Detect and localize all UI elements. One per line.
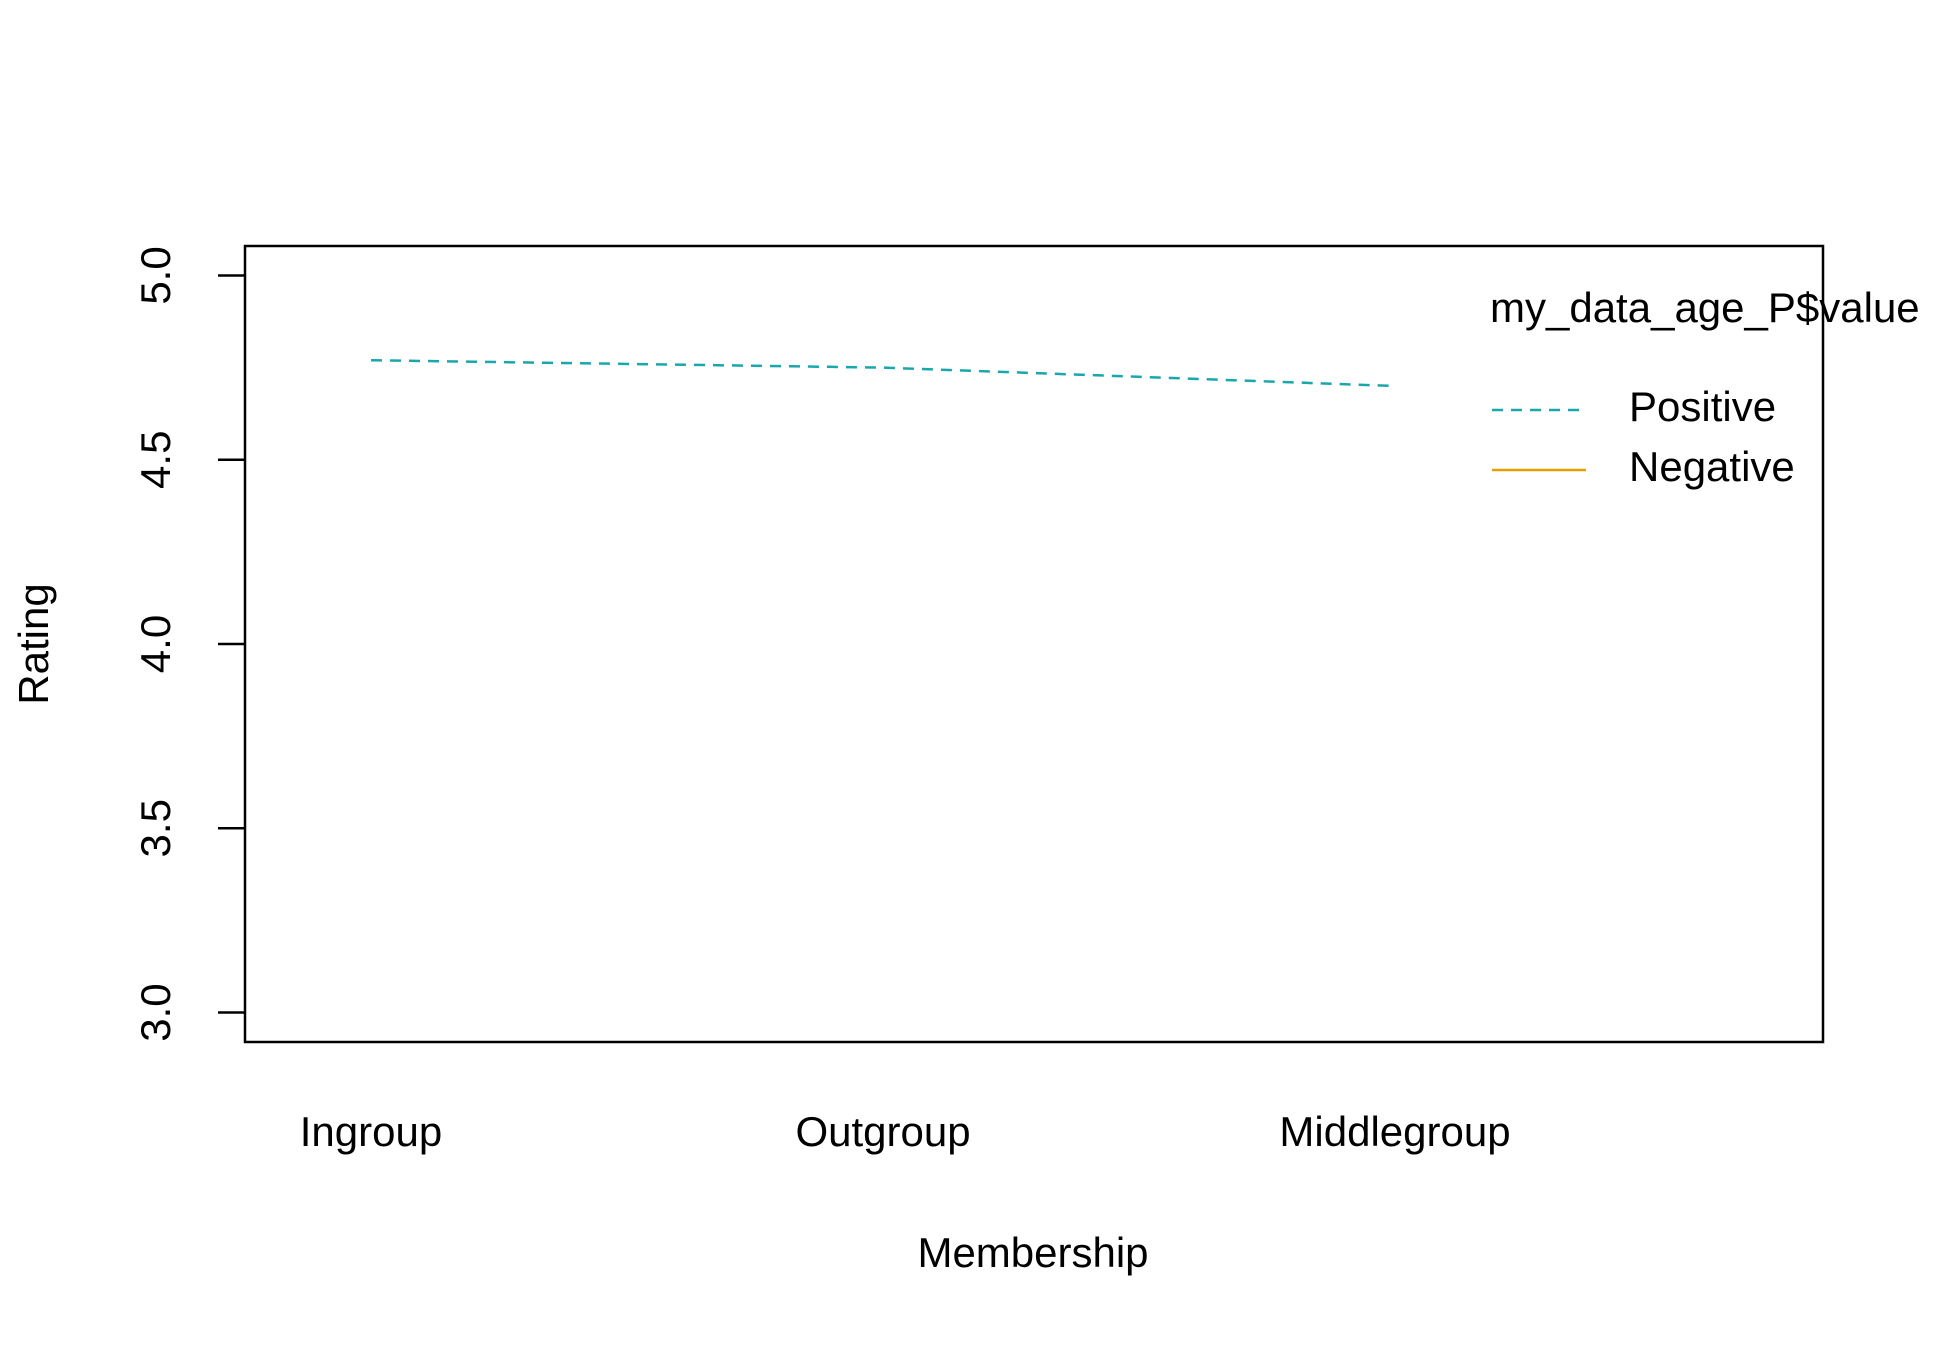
x-axis-label: Membership xyxy=(917,1229,1148,1276)
data-line xyxy=(370,358,1396,388)
legend-label: Negative xyxy=(1629,443,1795,490)
y-tick-label: 5.0 xyxy=(132,246,179,304)
y-tick-label: 3.5 xyxy=(132,799,179,857)
y-axis-label: Rating xyxy=(10,583,57,704)
x-tick-label: Middlegroup xyxy=(1279,1108,1510,1155)
legend-label: Positive xyxy=(1629,383,1776,430)
plot-frame xyxy=(243,244,1825,1044)
y-tick-label: 4.0 xyxy=(132,615,179,673)
y-tick-label: 3.0 xyxy=(132,983,179,1041)
y-tick-label: 4.5 xyxy=(132,431,179,489)
x-tick-label: Outgroup xyxy=(795,1108,970,1155)
legend-title: my_data_age_P$value xyxy=(1490,284,1920,331)
x-tick-label: Ingroup xyxy=(300,1108,442,1155)
